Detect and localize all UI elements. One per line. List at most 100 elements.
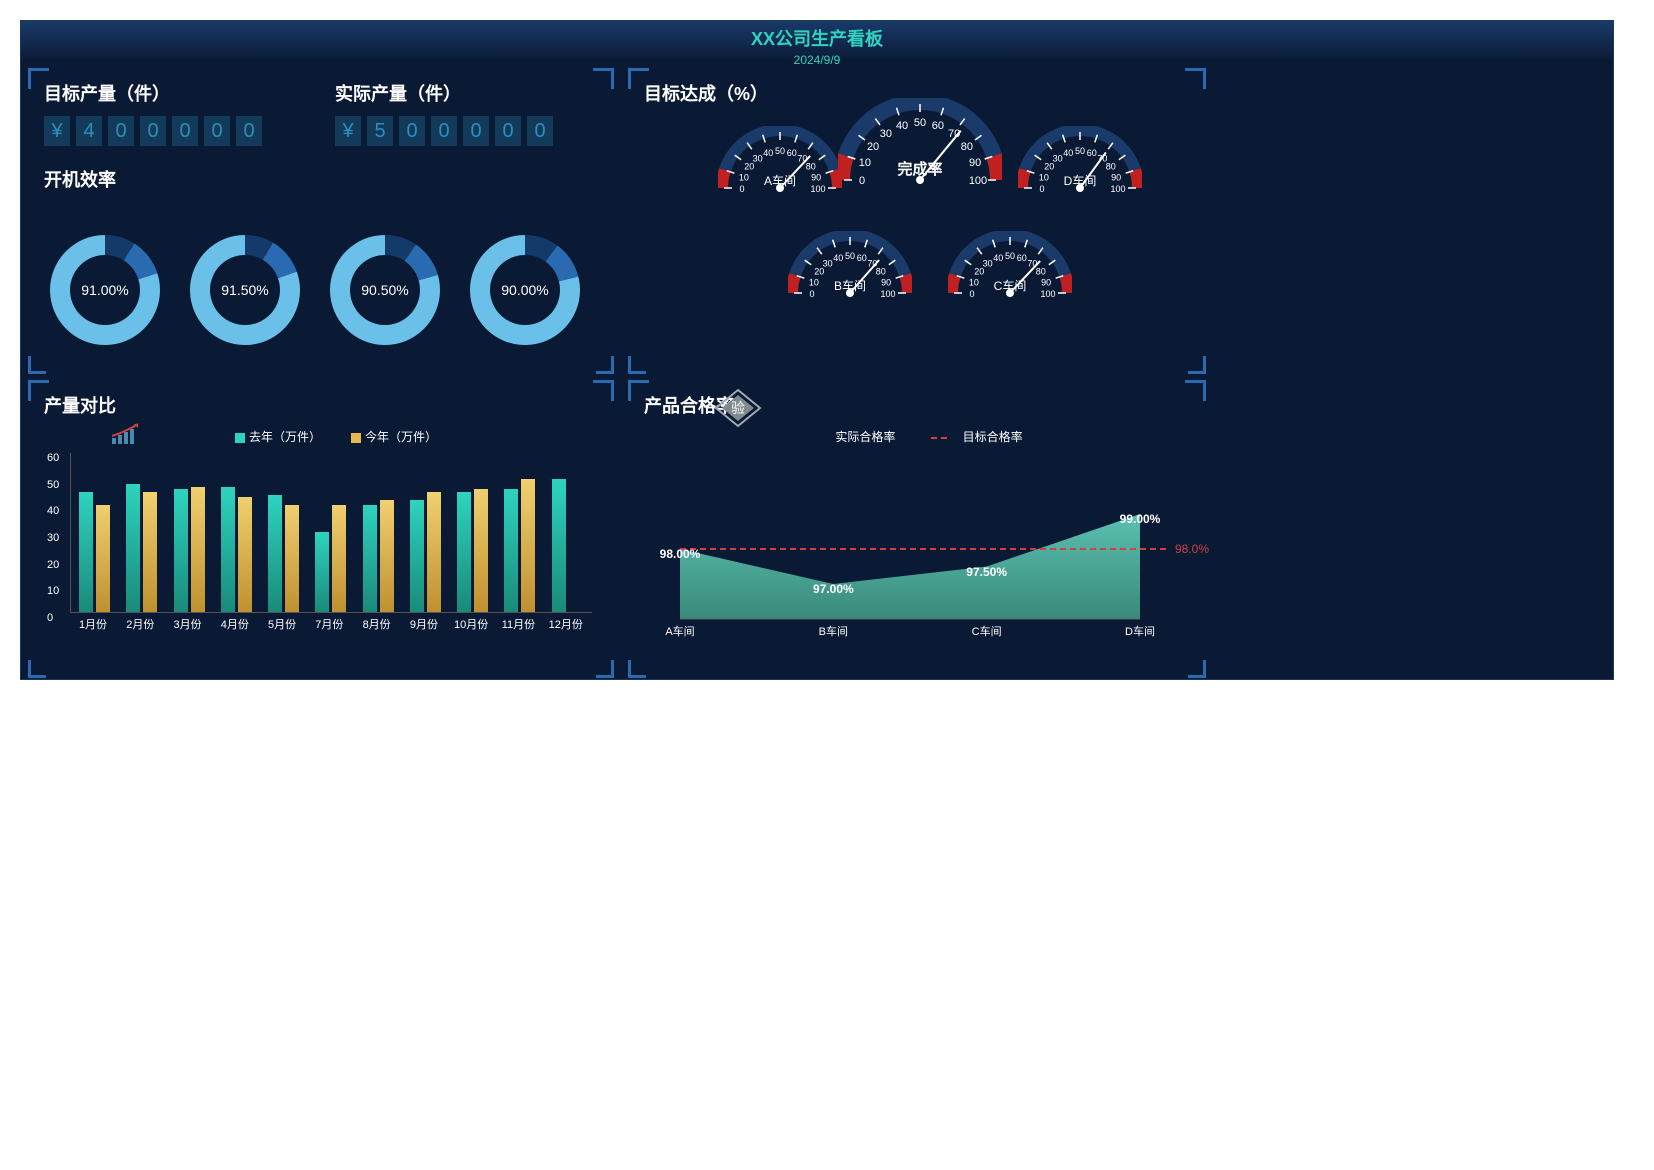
svg-text:10: 10	[969, 277, 979, 287]
digit-box: 0	[431, 116, 457, 146]
gauge-label: 完成率	[897, 158, 942, 179]
digit-box: ¥	[44, 116, 70, 146]
gauge-D车间: 0102030405060708090100 D车间	[1018, 126, 1142, 213]
data-point-label: 97.50%	[966, 565, 1007, 579]
svg-text:80: 80	[961, 141, 973, 153]
bar-last-year	[221, 487, 235, 612]
gauge-label: D车间	[1064, 172, 1097, 189]
gauge-svg: 0102030405060708090100	[788, 231, 912, 313]
bar-legend: 去年（万件）今年（万件）	[70, 428, 592, 445]
svg-text:80: 80	[1106, 162, 1116, 172]
legend-item: 实际合格率	[811, 430, 895, 444]
header-title: XX公司生产看板	[21, 25, 1613, 51]
x-axis-label: 1月份	[69, 616, 117, 632]
bar-this-year	[474, 489, 488, 612]
donut-C车间: C车间 90.50%	[330, 212, 440, 345]
svg-text:验: 验	[731, 400, 745, 416]
bar-group: 5月份	[268, 495, 299, 612]
bar-this-year	[143, 492, 157, 612]
y-axis-label: 20	[47, 559, 59, 571]
x-axis-label: A车间	[665, 623, 694, 639]
donut-pct: 90.00%	[501, 282, 548, 298]
bar-this-year	[332, 505, 346, 612]
legend-item: 目标合格率	[919, 430, 1022, 444]
svg-text:100: 100	[810, 184, 825, 194]
digit-box: 0	[495, 116, 521, 146]
svg-text:50: 50	[914, 117, 926, 129]
bar-this-year	[380, 500, 394, 612]
bar-last-year	[457, 492, 471, 612]
y-axis-label: 0	[47, 612, 53, 624]
donut-A车间: A车间 91.00%	[50, 212, 160, 345]
digit-box: 0	[108, 116, 134, 146]
donut-label: C车间	[330, 212, 440, 229]
bar-this-year	[238, 497, 252, 612]
digit-box: 0	[527, 116, 553, 146]
gauge-label: C车间	[994, 277, 1027, 294]
donut-pct: 90.50%	[361, 282, 408, 298]
gauges-container: 0102030405060708090100 A车间 0102030405060…	[630, 116, 1204, 376]
x-axis-label: 5月份	[258, 616, 306, 632]
donut-ring: 91.50%	[190, 235, 300, 345]
bar-last-year	[363, 505, 377, 612]
digit-box: 0	[140, 116, 166, 146]
x-axis-label: 7月份	[305, 616, 353, 632]
x-axis-label: 4月份	[211, 616, 259, 632]
bar-group: 11月份	[504, 479, 535, 612]
svg-text:0: 0	[1039, 184, 1044, 194]
donut-label: A车间	[50, 212, 160, 229]
bar-group: 7月份	[315, 505, 346, 612]
digit-box: 5	[367, 116, 393, 146]
svg-text:10: 10	[1039, 172, 1049, 182]
x-axis-label: 2月份	[116, 616, 164, 632]
header-date: 2024/9/9	[21, 53, 1613, 67]
svg-text:30: 30	[983, 258, 993, 268]
gauge-A车间: 0102030405060708090100 A车间	[718, 126, 842, 213]
gauge-svg: 0102030405060708090100	[1018, 126, 1142, 208]
svg-text:60: 60	[1087, 148, 1097, 158]
bar-group: 10月份	[457, 489, 488, 612]
bar-group: 4月份	[221, 487, 252, 612]
bar-this-year	[96, 505, 110, 612]
bar-last-year	[552, 479, 566, 612]
target-output-digits: ¥400000	[44, 116, 321, 146]
panel-production: 目标产量（件） ¥400000 实际产量（件） ¥500000 开机效率 A车间…	[29, 69, 613, 373]
bar-last-year	[504, 489, 518, 612]
bar-this-year	[191, 487, 205, 612]
svg-text:50: 50	[775, 146, 785, 156]
panel-achievement: 目标达成（%） 0102030405060708090100 A车间 01020…	[629, 69, 1205, 373]
x-axis-label: 8月份	[353, 616, 401, 632]
donut-label: B车间	[190, 212, 300, 229]
svg-text:10: 10	[859, 157, 871, 169]
svg-text:90: 90	[1111, 172, 1121, 182]
area-chart: 实际合格率 目标合格率 98.0% 98.00%A车间97.00%B车间97.5…	[660, 428, 1174, 648]
bar-last-year	[410, 500, 424, 612]
svg-text:80: 80	[876, 267, 886, 277]
x-axis-label: C车间	[972, 623, 1002, 639]
digit-box: 0	[463, 116, 489, 146]
digit-box: 4	[76, 116, 102, 146]
x-axis-label: 12月份	[542, 616, 590, 632]
gauge-label: B车间	[834, 277, 866, 294]
svg-text:60: 60	[857, 253, 867, 263]
gauge-完成率: 0102030405060708090100 完成率	[838, 98, 1002, 205]
svg-text:0: 0	[809, 289, 814, 299]
svg-text:100: 100	[880, 289, 895, 299]
svg-text:50: 50	[1005, 251, 1015, 261]
gauge-svg: 0102030405060708090100	[838, 98, 1002, 200]
donut-pct: 91.00%	[81, 282, 128, 298]
svg-text:40: 40	[833, 253, 843, 263]
donut-row: A车间91.00%B车间91.50%C车间90.50%D车间90.00%	[50, 212, 612, 345]
bar-group: 9月份	[410, 492, 441, 612]
data-point-label: 97.00%	[813, 582, 854, 596]
svg-text:80: 80	[806, 162, 816, 172]
digit-box: 0	[236, 116, 262, 146]
target-output-title: 目标产量（件）	[44, 80, 321, 106]
bar-last-year	[79, 492, 93, 612]
y-axis-label: 10	[47, 585, 59, 597]
bar-group: 12月份	[552, 479, 566, 612]
svg-text:90: 90	[969, 157, 981, 169]
gauge-svg: 0102030405060708090100	[718, 126, 842, 208]
gauge-B车间: 0102030405060708090100 B车间	[788, 231, 912, 318]
svg-text:40: 40	[896, 120, 908, 132]
